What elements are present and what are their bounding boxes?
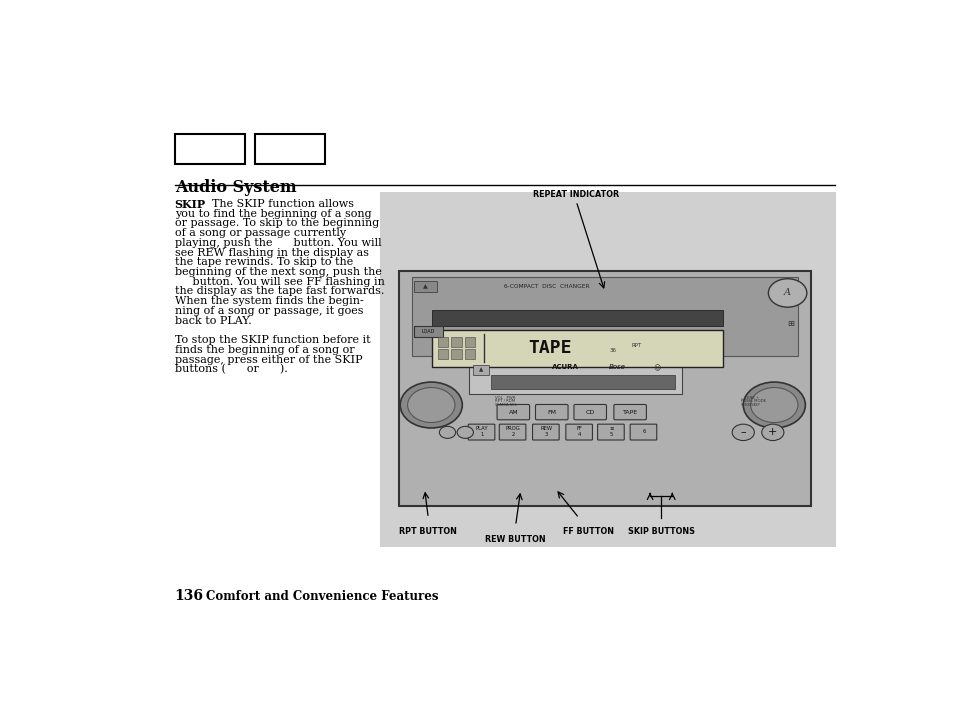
Text: CD: CD xyxy=(585,410,595,415)
Text: passage, press either of the SKIP: passage, press either of the SKIP xyxy=(174,354,362,365)
Text: ACURA: ACURA xyxy=(551,364,578,370)
Text: A: A xyxy=(783,288,790,297)
Text: buttons (      or      ).: buttons ( or ). xyxy=(174,364,287,375)
Text: ≡
5: ≡ 5 xyxy=(609,427,613,437)
Bar xyxy=(491,375,674,388)
Text: Comfort and Convenience Features: Comfort and Convenience Features xyxy=(206,591,438,604)
Bar xyxy=(437,337,448,346)
Text: The SKIP function allows: The SKIP function allows xyxy=(198,199,354,209)
Text: PUSH: MODE: PUSH: MODE xyxy=(740,400,765,403)
Text: SKIP: SKIP xyxy=(174,199,206,210)
FancyBboxPatch shape xyxy=(497,405,529,420)
Bar xyxy=(413,326,442,337)
Bar xyxy=(464,337,475,346)
Text: PLAY
1: PLAY 1 xyxy=(476,427,488,437)
Circle shape xyxy=(767,279,806,307)
FancyBboxPatch shape xyxy=(532,424,558,440)
Text: SKIP BUTTONS: SKIP BUTTONS xyxy=(627,527,694,536)
Text: LOAD: LOAD xyxy=(421,329,435,334)
Text: FF
4: FF 4 xyxy=(577,427,582,437)
Text: button. You will see FF flashing in: button. You will see FF flashing in xyxy=(174,277,384,287)
Text: finds the beginning of a song or: finds the beginning of a song or xyxy=(174,345,354,355)
Text: REPEAT INDICATOR: REPEAT INDICATOR xyxy=(533,190,618,199)
Text: AM: AM xyxy=(508,410,517,415)
Bar xyxy=(472,365,488,375)
Circle shape xyxy=(399,382,462,428)
FancyBboxPatch shape xyxy=(630,424,656,440)
FancyBboxPatch shape xyxy=(613,405,646,420)
FancyBboxPatch shape xyxy=(535,405,567,420)
Circle shape xyxy=(456,426,473,438)
FancyBboxPatch shape xyxy=(468,424,495,440)
Bar xyxy=(432,329,721,367)
Bar xyxy=(398,271,810,506)
Text: or passage. To skip to the beginning: or passage. To skip to the beginning xyxy=(174,219,378,229)
Text: TAPE: TAPE xyxy=(622,410,637,415)
FancyBboxPatch shape xyxy=(565,424,592,440)
Text: +: + xyxy=(767,427,777,437)
Circle shape xyxy=(742,382,804,428)
Text: PROG
2: PROG 2 xyxy=(505,427,520,437)
Bar xyxy=(469,357,681,394)
Text: 6-COMPACT  DISC  CHANGER: 6-COMPACT DISC CHANGER xyxy=(503,284,589,289)
Text: To stop the SKIP function before it: To stop the SKIP function before it xyxy=(174,335,370,345)
FancyBboxPatch shape xyxy=(597,424,623,440)
Text: ☺: ☺ xyxy=(653,365,660,371)
FancyBboxPatch shape xyxy=(498,424,525,440)
Text: SEEK/SKIP: SEEK/SKIP xyxy=(740,403,760,407)
Bar xyxy=(174,134,245,165)
Text: SCAN/A.SEL: SCAN/A.SEL xyxy=(495,403,517,407)
Text: Bose: Bose xyxy=(608,364,624,370)
Text: 36: 36 xyxy=(609,349,616,354)
Text: the display as the tape fast forwards.: the display as the tape fast forwards. xyxy=(174,287,384,297)
Text: REW BUTTON: REW BUTTON xyxy=(485,535,545,544)
FancyBboxPatch shape xyxy=(574,405,606,420)
Text: the tape rewinds. To skip to the: the tape rewinds. To skip to the xyxy=(174,257,353,267)
Text: 6: 6 xyxy=(641,430,645,435)
Text: REW
3: REW 3 xyxy=(540,427,552,437)
Text: beginning of the next song, push the: beginning of the next song, push the xyxy=(174,267,381,277)
Text: – TUNE +: – TUNE + xyxy=(740,396,759,400)
Bar xyxy=(413,281,436,292)
Text: –: – xyxy=(740,427,745,437)
Text: Audio System: Audio System xyxy=(174,179,296,196)
Text: you to find the beginning of a song: you to find the beginning of a song xyxy=(174,209,371,219)
Text: FM: FM xyxy=(547,410,556,415)
Text: 136: 136 xyxy=(174,589,204,604)
Bar xyxy=(437,349,448,359)
Text: When the system finds the begin-: When the system finds the begin- xyxy=(174,296,363,306)
Text: ▲: ▲ xyxy=(422,284,427,289)
Text: RPT: RPT xyxy=(631,343,641,348)
Bar xyxy=(451,349,461,359)
Text: RPT BUTTON: RPT BUTTON xyxy=(399,527,456,536)
Text: ⊞: ⊞ xyxy=(786,319,793,327)
Bar xyxy=(254,134,324,165)
Bar xyxy=(412,276,797,356)
Text: back to PLAY.: back to PLAY. xyxy=(174,316,252,326)
Circle shape xyxy=(750,388,797,422)
Bar xyxy=(432,310,721,326)
Text: TAPE: TAPE xyxy=(528,339,572,357)
Circle shape xyxy=(731,424,754,440)
Text: FF BUTTON: FF BUTTON xyxy=(562,527,614,536)
Circle shape xyxy=(407,388,455,422)
Text: see REW flashing in the display as: see REW flashing in the display as xyxy=(174,248,368,258)
Circle shape xyxy=(439,426,456,438)
Text: ning of a song or passage, it goes: ning of a song or passage, it goes xyxy=(174,306,363,316)
Bar xyxy=(464,349,475,359)
Text: RPT / RDM: RPT / RDM xyxy=(495,400,515,403)
Bar xyxy=(379,192,836,547)
Text: VOL   PWR: VOL PWR xyxy=(495,396,515,400)
Bar xyxy=(451,337,461,346)
Text: playing, push the      button. You will: playing, push the button. You will xyxy=(174,238,381,248)
Text: ▲: ▲ xyxy=(478,368,482,373)
Text: of a song or passage currently: of a song or passage currently xyxy=(174,228,346,238)
Circle shape xyxy=(760,424,783,440)
